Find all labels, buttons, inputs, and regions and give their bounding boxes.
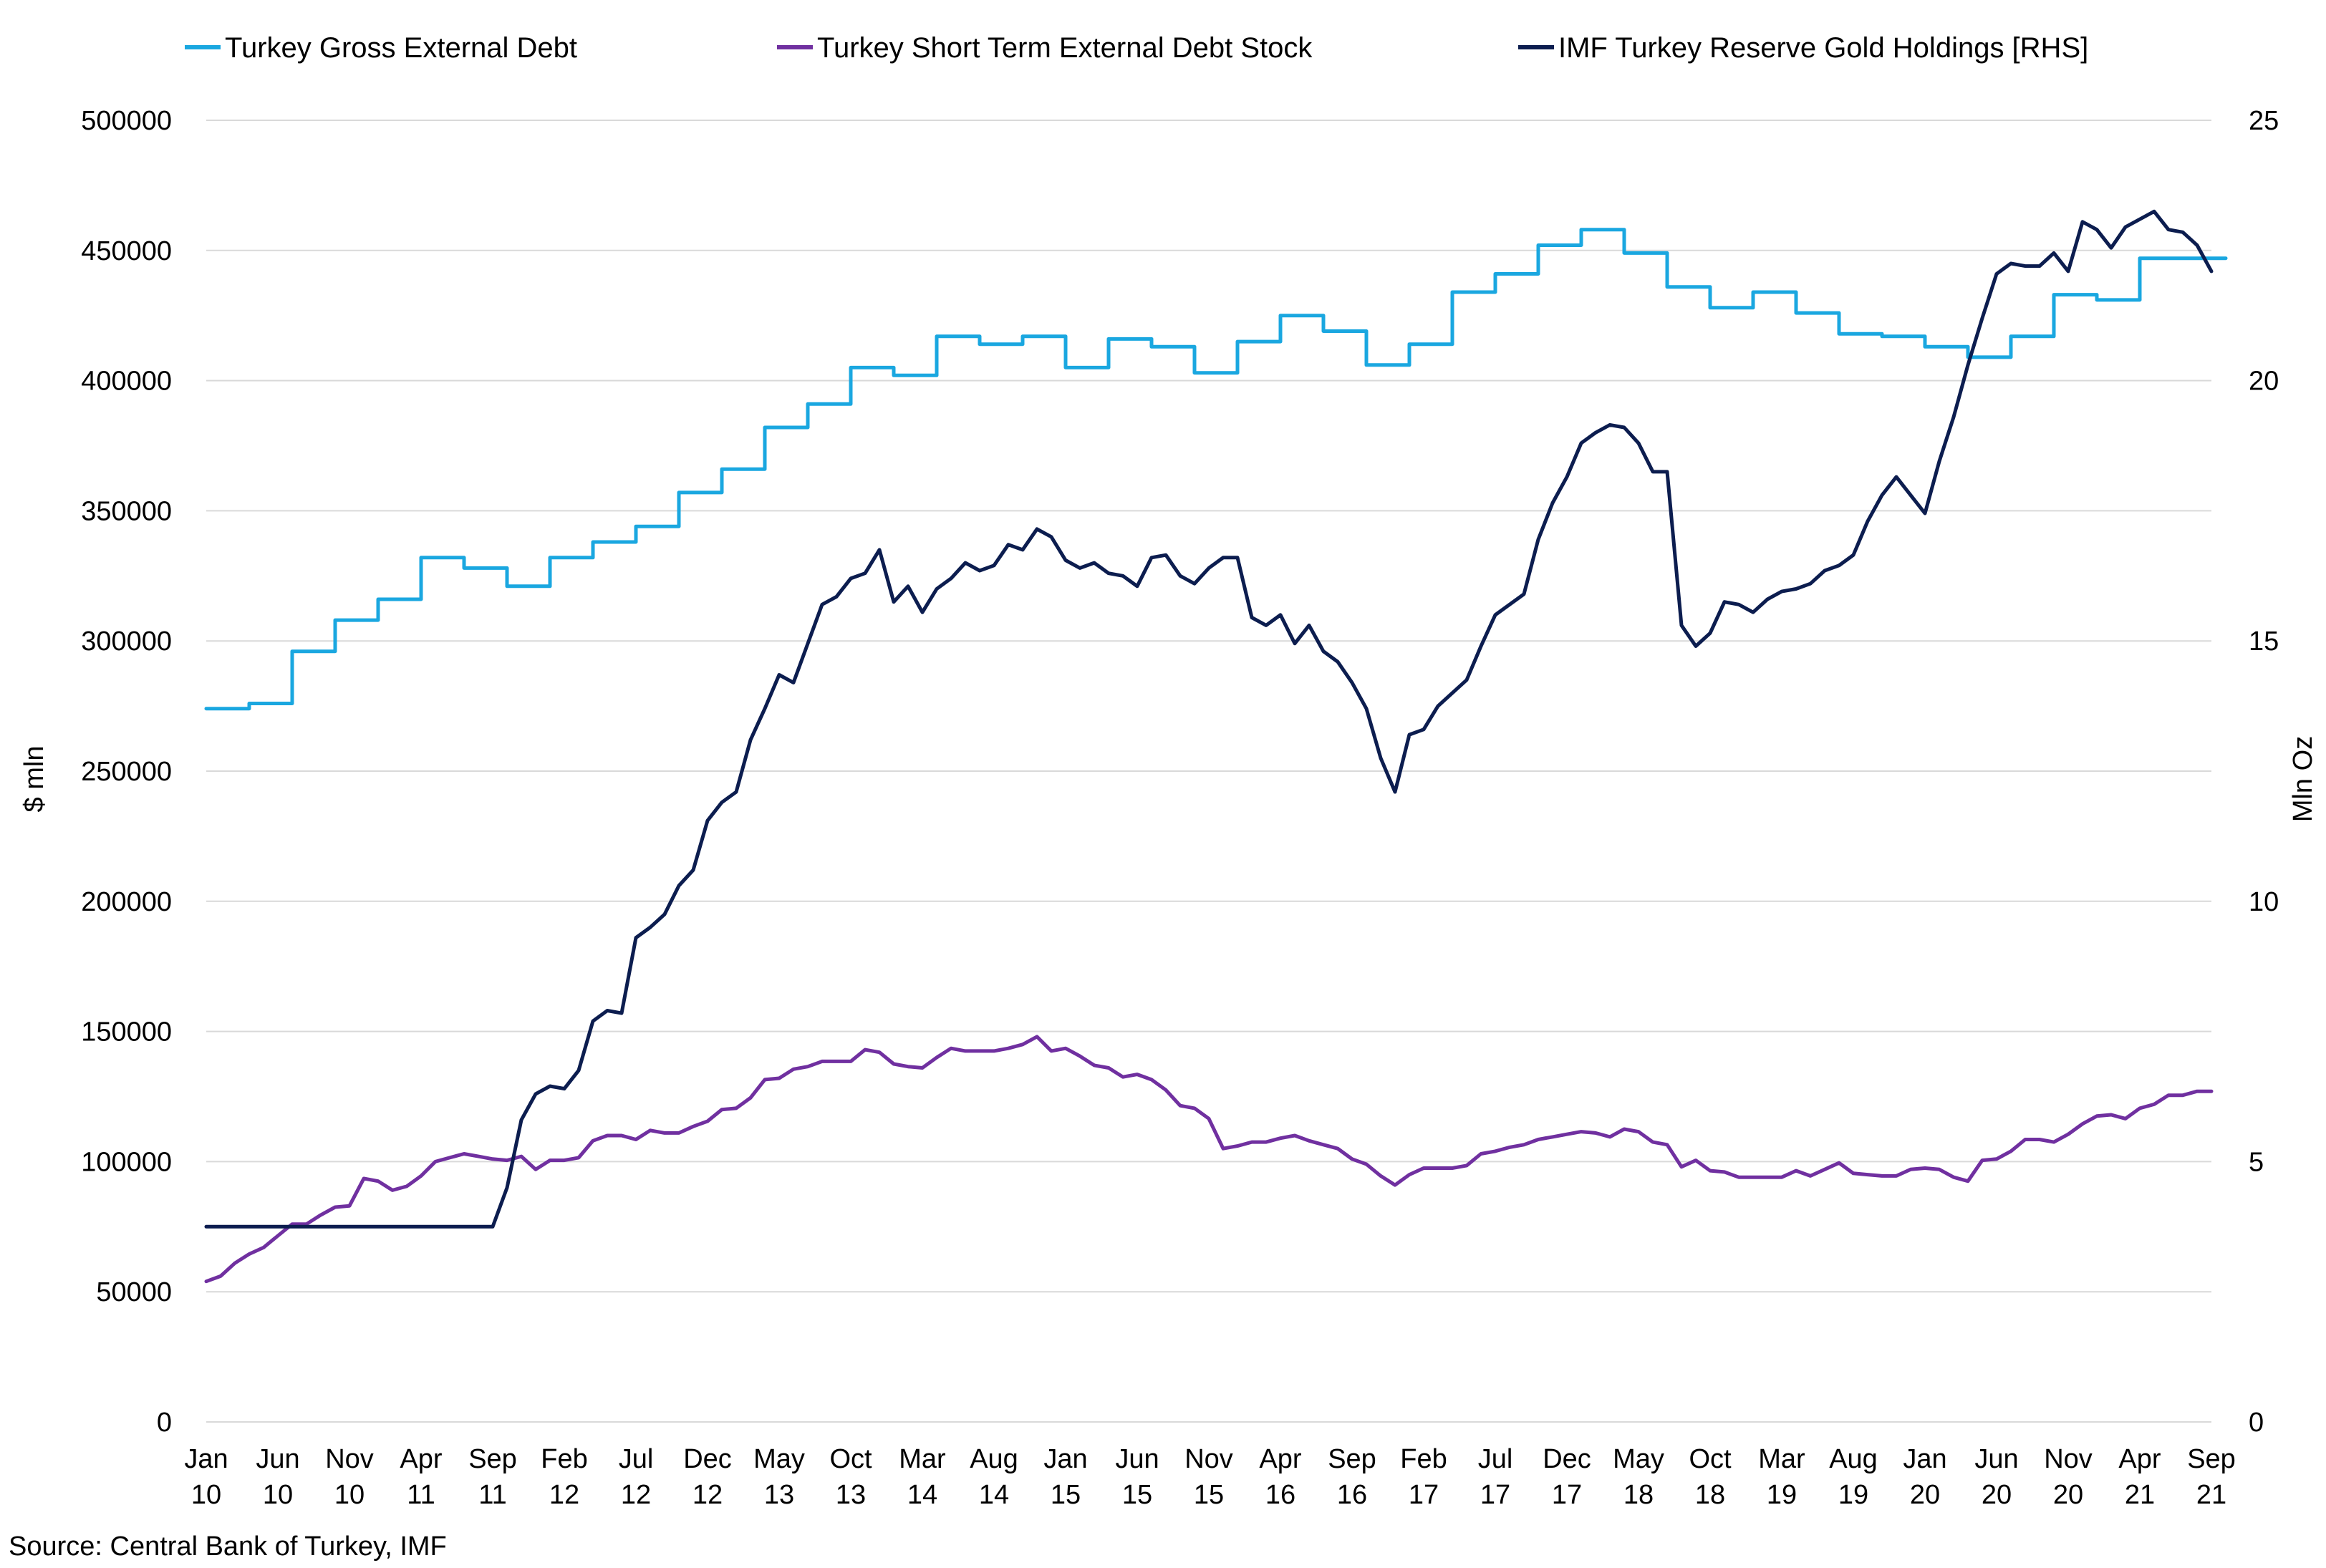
x-tick-year: 20 <box>1982 1480 2012 1510</box>
x-tick-year: 16 <box>1337 1480 1367 1510</box>
y-left-tick-label: 150000 <box>81 1017 172 1047</box>
x-tick-year: 10 <box>191 1480 221 1510</box>
x-tick-month: Jul <box>1478 1444 1513 1474</box>
x-tick-year: 15 <box>1194 1480 1224 1510</box>
x-tick-year: 19 <box>1838 1480 1868 1510</box>
x-tick-year: 15 <box>1051 1480 1081 1510</box>
x-tick-year: 17 <box>1552 1480 1582 1510</box>
y-left-tick-label: 100000 <box>81 1147 172 1177</box>
y-left-tick-label: 250000 <box>81 757 172 787</box>
x-tick-year: 14 <box>907 1480 937 1510</box>
x-tick-month: Sep <box>468 1444 517 1474</box>
x-tick-month: Oct <box>1689 1444 1732 1474</box>
x-tick-month: Sep <box>1328 1444 1376 1474</box>
left-axis-tick-labels: 0 50000 100000 150000 200000 250000 300000 3500… <box>81 106 172 1438</box>
series-lines <box>204 209 2228 1284</box>
x-tick-month: Dec <box>683 1444 732 1474</box>
legend-label: Turkey Gross External Debt <box>225 32 577 64</box>
x-tick-year: 10 <box>263 1480 293 1510</box>
x-tick-month: Jun <box>256 1444 299 1474</box>
x-tick-year: 17 <box>1409 1480 1439 1510</box>
series-line-3 <box>204 209 2214 1229</box>
x-tick-month: Mar <box>1758 1444 1805 1474</box>
legend: Turkey Gross External Debt Turkey Short T… <box>185 32 2088 64</box>
x-tick-year: 18 <box>1695 1480 1725 1510</box>
x-tick-year: 13 <box>836 1480 866 1510</box>
x-tick-month: Jun <box>1115 1444 1159 1474</box>
x-tick-year: 12 <box>693 1480 723 1510</box>
x-tick-year: 18 <box>1623 1480 1654 1510</box>
x-tick-year: 11 <box>478 1480 506 1510</box>
source-note: Source: Central Bank of Turkey, IMF <box>9 1531 447 1562</box>
y-left-tick-label: 450000 <box>81 236 172 266</box>
x-tick-year: 15 <box>1122 1480 1152 1510</box>
y-axis-right-label: Mln Oz <box>2288 736 2318 822</box>
x-tick-month: Apr <box>2118 1444 2161 1474</box>
legend-label: IMF Turkey Reserve Gold Holdings [RHS] <box>1558 32 2088 64</box>
x-tick-year: 11 <box>407 1480 435 1510</box>
y-right-tick-label: 10 <box>2249 887 2279 917</box>
x-tick-month: Jun <box>1974 1444 2018 1474</box>
y-right-tick-label: 20 <box>2249 367 2279 397</box>
x-tick-month: Mar <box>899 1444 946 1474</box>
x-tick-year: 20 <box>1910 1480 1940 1510</box>
x-tick-month: Aug <box>1829 1444 1878 1474</box>
legend-label: Turkey Short Term External Debt Stock <box>817 32 1313 64</box>
x-tick-year: 21 <box>2125 1480 2155 1510</box>
x-tick-year: 19 <box>1767 1480 1797 1510</box>
x-tick-month: Nov <box>325 1444 374 1474</box>
series-line-2 <box>204 1035 2214 1284</box>
x-tick-month: Jan <box>184 1444 228 1474</box>
x-tick-year: 13 <box>764 1480 794 1510</box>
x-tick-month: Nov <box>2044 1444 2093 1474</box>
x-axis-tick-labels: Jan 10 Jun 10 Nov 10 Apr 11 Sep 11 Feb 12 Jul 12 Dec 12… <box>184 1444 2235 1510</box>
x-tick-month: Nov <box>1184 1444 1233 1474</box>
x-tick-year: 17 <box>1480 1480 1510 1510</box>
x-tick-month: Jan <box>1903 1444 1946 1474</box>
series-line-1 <box>204 228 2228 711</box>
y-axis-left-label: $ mln <box>19 746 49 813</box>
y-left-tick-label: 0 <box>157 1408 172 1438</box>
x-tick-year: 20 <box>2053 1480 2083 1510</box>
y-left-tick-label: 50000 <box>96 1277 172 1307</box>
x-tick-month: Aug <box>970 1444 1018 1474</box>
x-tick-month: Jan <box>1043 1444 1087 1474</box>
x-tick-year: 12 <box>621 1480 651 1510</box>
x-tick-month: May <box>1613 1444 1664 1474</box>
x-tick-year: 21 <box>2196 1480 2226 1510</box>
x-tick-year: 12 <box>549 1480 579 1510</box>
x-tick-month: Jul <box>619 1444 654 1474</box>
right-axis-tick-labels: 0 5 10 15 20 25 <box>2249 106 2279 1438</box>
x-tick-year: 14 <box>979 1480 1009 1510</box>
y-right-tick-label: 15 <box>2249 626 2279 657</box>
y-left-tick-label: 400000 <box>81 367 172 397</box>
x-tick-month: Apr <box>1259 1444 1301 1474</box>
x-tick-month: Apr <box>400 1444 442 1474</box>
y-right-tick-label: 0 <box>2249 1408 2264 1438</box>
y-left-tick-label: 200000 <box>81 887 172 917</box>
gridlines <box>206 120 2211 1423</box>
x-tick-month: Oct <box>829 1444 872 1474</box>
x-tick-year: 10 <box>334 1480 365 1510</box>
y-right-tick-label: 25 <box>2249 106 2279 136</box>
y-left-tick-label: 350000 <box>81 496 172 526</box>
y-left-tick-label: 300000 <box>81 626 172 657</box>
x-tick-month: May <box>753 1444 805 1474</box>
x-tick-month: Feb <box>1400 1444 1447 1474</box>
y-right-tick-label: 5 <box>2249 1147 2264 1177</box>
x-tick-month: Dec <box>1543 1444 1591 1474</box>
x-tick-year: 16 <box>1265 1480 1295 1510</box>
x-tick-month: Sep <box>2187 1444 2236 1474</box>
x-tick-month: Feb <box>541 1444 587 1474</box>
y-left-tick-label: 500000 <box>81 106 172 136</box>
